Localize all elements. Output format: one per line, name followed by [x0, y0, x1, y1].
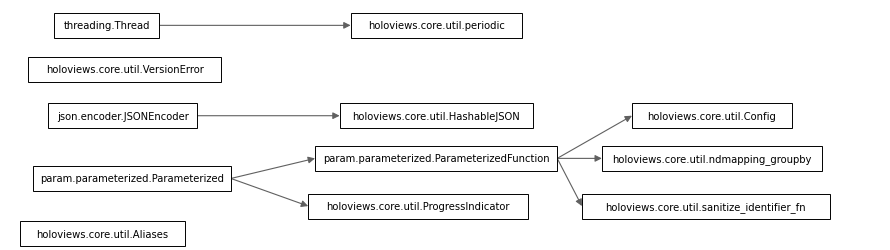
FancyBboxPatch shape [33, 166, 231, 191]
Text: threading.Thread: threading.Thread [63, 21, 150, 31]
FancyBboxPatch shape [351, 14, 522, 39]
Text: holoviews.core.util.ndmapping_groupby: holoviews.core.util.ndmapping_groupby [612, 153, 812, 164]
Text: holoviews.core.util.Aliases: holoviews.core.util.Aliases [36, 229, 168, 239]
Text: holoviews.core.util.ProgressIndicator: holoviews.core.util.ProgressIndicator [327, 201, 510, 211]
Text: param.parameterized.ParameterizedFunction: param.parameterized.ParameterizedFunctio… [323, 154, 549, 164]
FancyBboxPatch shape [308, 194, 529, 219]
FancyBboxPatch shape [48, 104, 198, 129]
FancyBboxPatch shape [340, 104, 532, 129]
Text: json.encoder.JSONEncoder: json.encoder.JSONEncoder [57, 111, 189, 121]
Text: holoviews.core.util.VersionError: holoviews.core.util.VersionError [45, 65, 204, 75]
Text: param.parameterized.Parameterized: param.parameterized.Parameterized [40, 174, 223, 184]
Text: holoviews.core.util.periodic: holoviews.core.util.periodic [368, 21, 505, 31]
FancyBboxPatch shape [315, 146, 557, 171]
Text: holoviews.core.util.sanitize_identifier_fn: holoviews.core.util.sanitize_identifier_… [605, 201, 806, 212]
FancyBboxPatch shape [582, 194, 829, 219]
Text: holoviews.core.util.HashableJSON: holoviews.core.util.HashableJSON [352, 111, 520, 121]
FancyBboxPatch shape [20, 221, 185, 246]
FancyBboxPatch shape [28, 58, 221, 82]
FancyBboxPatch shape [54, 14, 159, 39]
FancyBboxPatch shape [632, 104, 792, 129]
Text: holoviews.core.util.Config: holoviews.core.util.Config [648, 111, 776, 121]
FancyBboxPatch shape [602, 146, 822, 171]
